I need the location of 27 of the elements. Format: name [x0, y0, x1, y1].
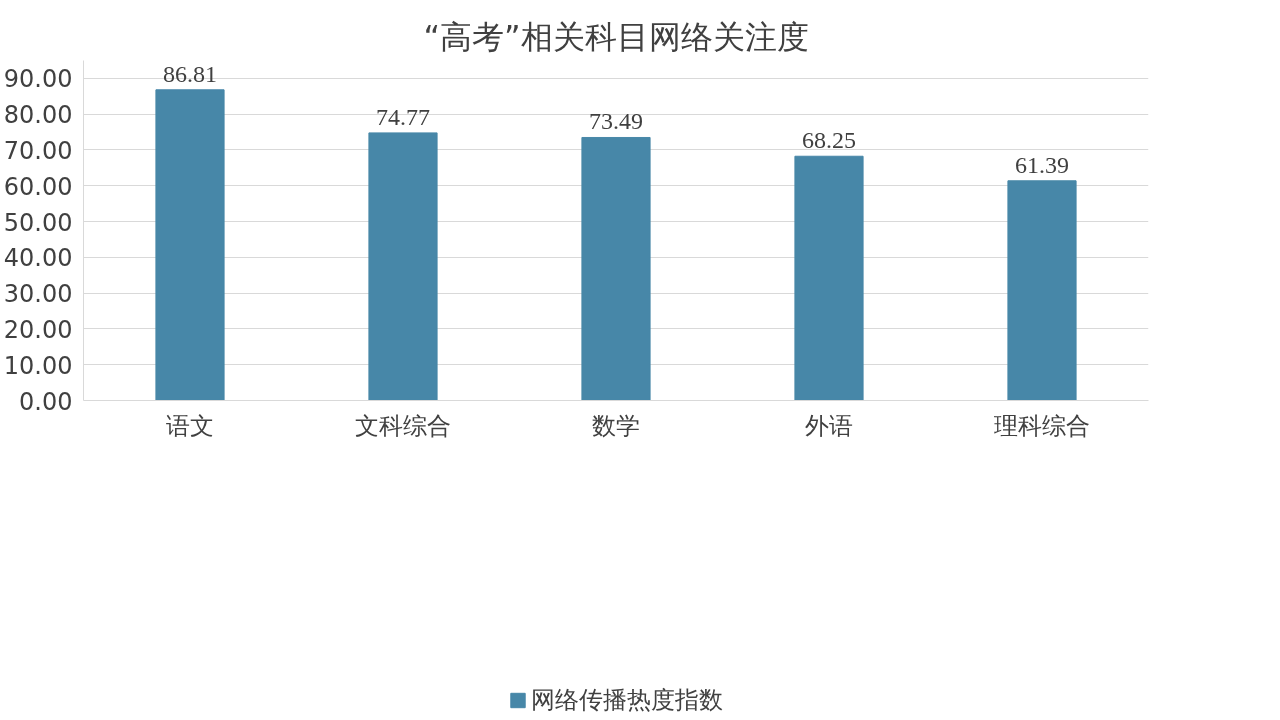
data-label: 86.81: [163, 60, 217, 87]
y-tick-label: 40.00: [3, 244, 73, 273]
x-tick-label: 理科综合: [994, 411, 1090, 440]
y-tick-label: 50.00: [3, 208, 73, 237]
y-tick-label: 90.00: [3, 65, 73, 94]
data-label: 73.49: [589, 108, 643, 135]
y-tick-label: 30.00: [3, 280, 73, 309]
data-label: 61.39: [1015, 151, 1069, 178]
bar: [794, 155, 864, 401]
y-tick-label: 80.00: [3, 101, 73, 130]
y-tick-label: 70.00: [3, 136, 73, 165]
bar: [581, 136, 651, 401]
bar: [155, 89, 225, 401]
y-tick-label: 20.00: [3, 315, 73, 344]
x-tick-label: 语文: [166, 411, 214, 440]
y-tick-label: 10.00: [3, 351, 73, 380]
data-label: 68.25: [802, 127, 856, 154]
x-tick-label: 文科综合: [355, 411, 451, 440]
bar: [1007, 180, 1077, 401]
data-label: 74.77: [376, 103, 430, 130]
chart-title: “高考”相关科目网络关注度: [423, 17, 809, 56]
legend-label: 网络传播热度指数: [531, 685, 723, 716]
x-tick-label: 数学: [592, 411, 640, 440]
bar: [368, 132, 438, 401]
x-tick-label: 外语: [805, 411, 853, 440]
y-tick-label: 0.00: [19, 387, 73, 416]
y-tick-label: 60.00: [3, 172, 73, 201]
